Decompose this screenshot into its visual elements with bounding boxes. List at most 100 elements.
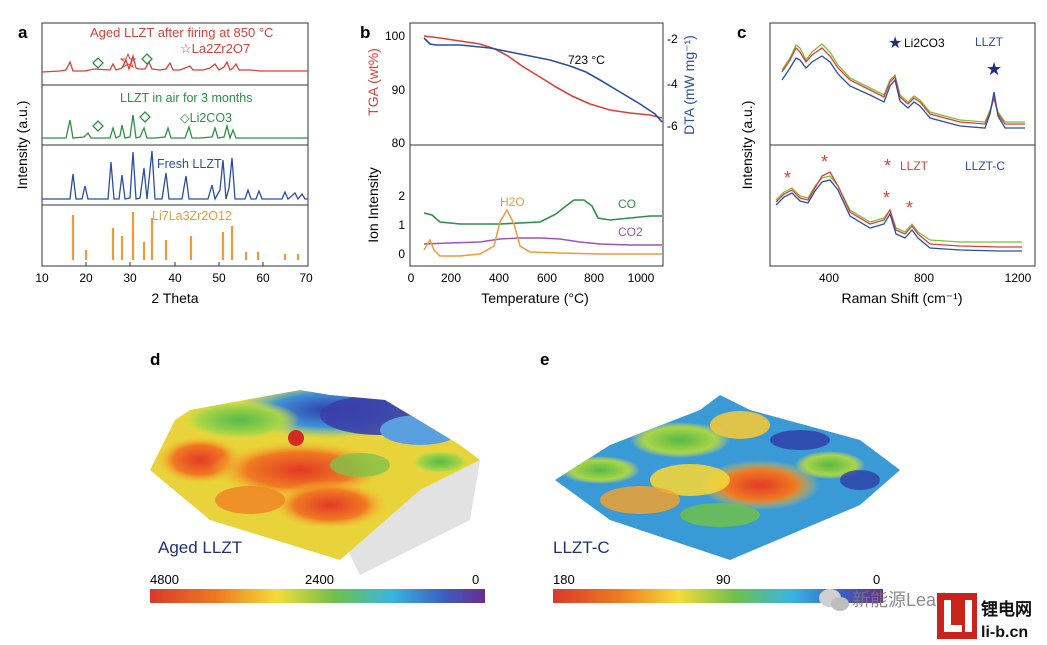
watermark-text: 新能源Leader <box>852 590 962 610</box>
h2o-legend: H2O <box>500 195 525 209</box>
ion-tick: 0 <box>398 247 405 261</box>
diamond-icon <box>92 57 104 69</box>
panel-b-xlabel: Temperature (°C) <box>481 290 589 306</box>
panel-e-label: e <box>540 350 549 369</box>
trace-aged-llzt <box>41 53 308 73</box>
label-aged-llzt: Aged LLZT after firing at 850 °C <box>90 25 273 40</box>
raman-bottom-blue <box>775 179 1022 252</box>
panel-c-ylabel: Intensity (a.u.) <box>739 101 755 190</box>
label-li7la3zr2o12: Li7La3Zr2O12 <box>152 209 232 223</box>
legend-llzt-c: LLZT-C <box>965 159 1005 173</box>
peak-marker-star: * <box>906 198 913 218</box>
diamond-markers-a <box>92 53 153 132</box>
panel-d: d Aged LLZT 4800 2400 0 <box>150 350 485 603</box>
panel-c-xlabel: Raman Shift (cm⁻¹) <box>842 290 963 306</box>
brand-logo-l <box>944 600 951 632</box>
panel-b-xtick: 1000 <box>628 271 655 285</box>
panel-b-xtick: 200 <box>441 271 461 285</box>
brand-name: 锂电网 <box>981 599 1032 619</box>
raman-top-red <box>781 46 1025 125</box>
dta-tick: -4 <box>667 77 678 91</box>
panel-e: e LLZT-C 180 90 0 <box>540 350 900 603</box>
dta-axis-label: DTA (mW mg⁻¹) <box>681 35 697 135</box>
panel-a-xtick: 20 <box>79 271 93 285</box>
panel-b-label: b <box>360 23 370 42</box>
colorbar-d-mid: 2400 <box>305 572 334 587</box>
wechat-icon <box>819 589 849 611</box>
label-fresh-llzt: Fresh LLZT <box>157 157 222 171</box>
trace-fresh-llzt <box>42 150 308 201</box>
legend-llzt-star: * <box>884 156 891 176</box>
panel-b-xtick: 0 <box>408 271 415 285</box>
label-la2zr2o7: ☆La2Zr2O7 <box>180 41 250 56</box>
co-legend: CO <box>618 197 636 211</box>
panel-a-xtick: 30 <box>123 271 137 285</box>
panel-e-title: LLZT-C <box>553 538 610 557</box>
peak-marker-star: * <box>784 168 791 188</box>
diamond-icon <box>92 120 104 132</box>
tga-tick: 100 <box>385 29 405 43</box>
tga-tick: 90 <box>392 83 406 97</box>
panel-b-xtick: 800 <box>584 271 604 285</box>
dta-tick: -6 <box>667 119 678 133</box>
panel-a: a Intensity (a.u.) 2 Theta 10 20 30 40 5… <box>14 22 313 306</box>
panel-a-xticks: 10 20 30 40 50 60 70 <box>35 271 313 285</box>
raman-top-green <box>781 43 1025 123</box>
colorbar-d <box>150 589 485 603</box>
dta-ticks: -2 -4 -6 <box>667 32 678 133</box>
ion-axis-label: Ion Intensity <box>365 167 381 243</box>
label-air-3-months: LLZT in air for 3 months <box>120 91 252 105</box>
raman-top-blue <box>781 55 1025 129</box>
co-curve <box>423 199 662 225</box>
panel-a-xtick: 10 <box>35 271 49 285</box>
raman-bottom-green <box>775 175 1022 243</box>
legend-li2co3: Li2CO3 <box>904 36 945 50</box>
panel-b: b TGA (wt%) DTA (mW mg⁻¹) Ion Intensity … <box>360 22 697 306</box>
panel-b-xticks: 0 200 400 600 800 1000 <box>408 271 655 285</box>
panel-a-tick-marks <box>41 262 264 266</box>
panel-a-ylabel: Intensity (a.u.) <box>14 101 30 190</box>
trace-li7la3zr2o12-sticks <box>71 212 300 260</box>
panel-a-xtick: 40 <box>168 271 182 285</box>
panel-c-xticks: 400 800 1200 <box>819 271 1032 285</box>
panel-a-label: a <box>18 23 28 42</box>
panel-c-xtick: 1200 <box>1005 271 1032 285</box>
trace-air-3-months <box>42 114 308 141</box>
panel-d-title: Aged LLZT <box>158 538 242 557</box>
legend-llzt-bottom: LLZT <box>900 159 929 173</box>
brand-logo-l-foot <box>944 625 962 632</box>
colorbar-e-mid: 90 <box>716 572 730 587</box>
raman-bottom-red <box>775 171 1022 248</box>
panel-a-xtick: 70 <box>299 271 313 285</box>
panel-b-xtick: 400 <box>489 271 509 285</box>
diamond-icon <box>141 53 153 65</box>
panel-c-xtick: 800 <box>914 271 934 285</box>
label-li2co3: ◇Li2CO3 <box>180 111 232 125</box>
li2co3-peak-star-icon: ★ <box>986 59 1002 79</box>
panel-d-label: d <box>150 350 160 369</box>
tga-ticks: 100 90 80 <box>385 29 405 150</box>
h2o-curve <box>423 208 662 257</box>
panel-a-xtick: 50 <box>212 271 226 285</box>
diamond-icon <box>139 111 151 123</box>
tga-curve <box>423 35 663 119</box>
peak-marker-star: * <box>883 188 890 208</box>
panel-a-xlabel: 2 Theta <box>151 290 198 306</box>
ion-tick: 2 <box>398 189 405 203</box>
panel-c: c Intensity (a.u.) Raman Shift (cm⁻¹) 40… <box>737 22 1036 306</box>
li2co3-star-icon: ★ <box>888 35 902 52</box>
colorbar-d-min: 0 <box>472 572 479 587</box>
surface-shadow-d <box>345 460 480 575</box>
panel-c-label: c <box>737 23 746 42</box>
panel-c-xtick: 400 <box>819 271 839 285</box>
colorbar-e-max: 180 <box>553 572 575 587</box>
colorbar-e <box>553 589 883 603</box>
legend-llzt-top: LLZT <box>975 35 1004 49</box>
dta-tick: -2 <box>667 32 678 46</box>
ion-tick: 1 <box>398 218 405 232</box>
brand-url: li-b.cn <box>981 624 1028 641</box>
co2-legend: CO2 <box>618 225 643 239</box>
star-outline-icon <box>119 52 137 69</box>
dta-curve <box>423 37 663 123</box>
ion-ticks: 2 1 0 <box>398 189 405 261</box>
